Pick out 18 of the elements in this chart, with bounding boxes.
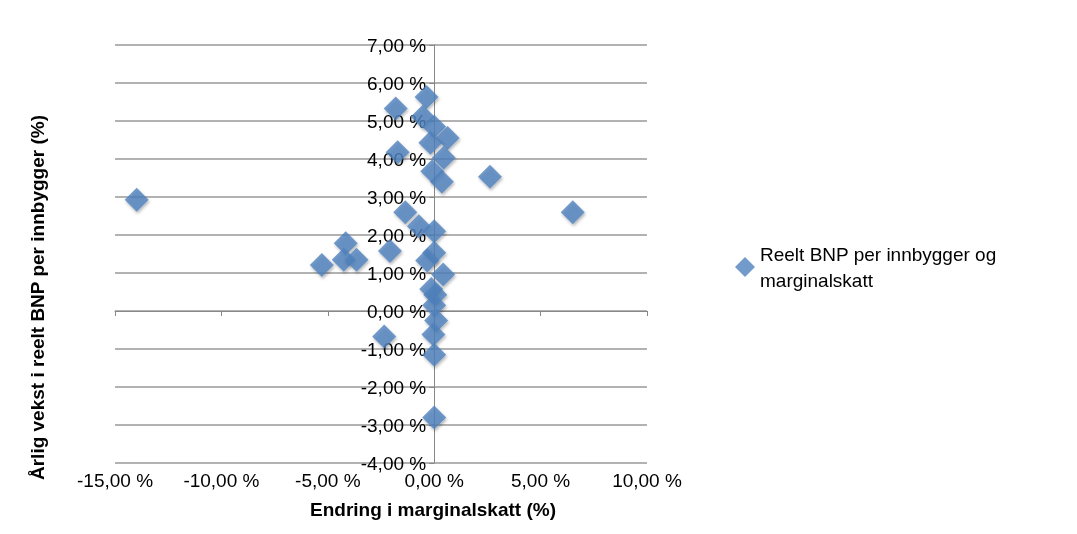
- y-tick-label: 2,00 %: [367, 224, 427, 246]
- legend-label: Reelt BNP per innbygger og marginalskatt: [760, 243, 1002, 291]
- y-tick-label: -2,00 %: [360, 376, 427, 398]
- y-axis-title: Årlig vekst i reelt BNP per innbygger (%): [26, 115, 48, 480]
- y-tick-label: -3,00 %: [360, 414, 427, 436]
- y-tick-label: 1,00 %: [367, 262, 427, 284]
- y-tick-label: 4,00 %: [367, 148, 427, 170]
- x-tick-label: -15,00 %: [76, 470, 154, 491]
- x-tick-label: -5,00 %: [295, 470, 361, 491]
- x-tick-label: 5,00 %: [511, 470, 571, 491]
- y-tick-label: -1,00 %: [360, 338, 427, 360]
- y-tick-label: 0,00 %: [367, 300, 427, 322]
- y-tick-label: 3,00 %: [367, 186, 427, 208]
- y-tick-label: 6,00 %: [367, 72, 427, 94]
- x-tick-label: 10,00 %: [612, 470, 682, 491]
- x-axis-title: Endring i marginalskatt (%): [310, 499, 556, 520]
- y-tick-label: 7,00 %: [367, 34, 427, 56]
- x-tick-label: -10,00 %: [183, 470, 260, 491]
